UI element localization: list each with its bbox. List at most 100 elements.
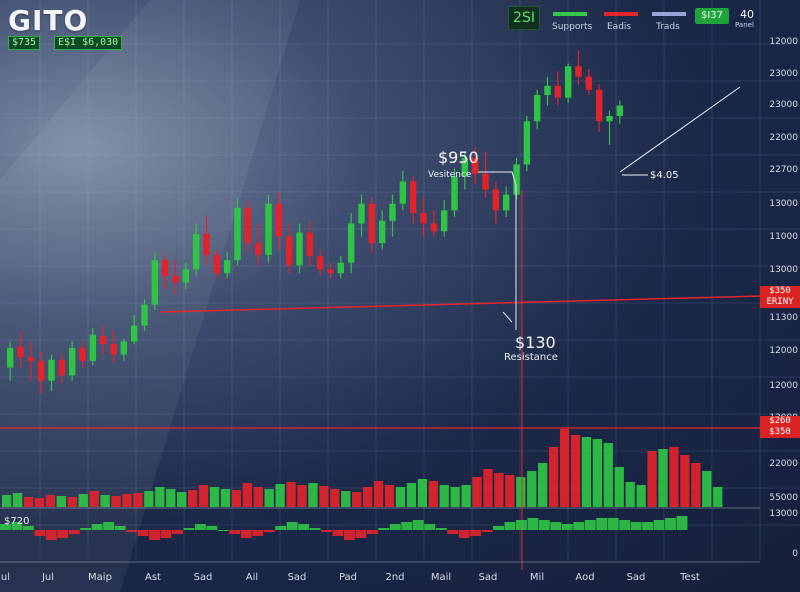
macd-bar	[516, 520, 527, 530]
candle-body	[254, 243, 262, 255]
right-price-label: $4.05	[650, 170, 679, 181]
macd-bar	[126, 530, 138, 532]
volume-bar	[67, 497, 77, 507]
candle-body	[451, 176, 458, 211]
candle-body	[420, 212, 427, 224]
macd-bar	[332, 530, 344, 536]
annotations: $950 Vesitence $130 Resistance $4.05 $72…	[4, 148, 679, 527]
macd-bar	[321, 530, 332, 532]
volume-bar	[472, 477, 482, 507]
volume-bar	[450, 487, 460, 507]
x-tick-label: 2nd	[385, 572, 404, 583]
candle-body	[399, 181, 407, 204]
candle-body	[482, 173, 489, 190]
volume-bar	[647, 451, 657, 507]
volume-bar	[177, 492, 187, 507]
macd-bar	[389, 524, 401, 530]
support-line	[159, 294, 800, 313]
y-tick-label: 13000	[769, 509, 798, 519]
support-price-tag: $350 ERINY	[760, 286, 800, 308]
volume-bar	[713, 487, 723, 507]
volume-bar	[34, 498, 45, 507]
x-axis-labels: Jul Jul Maip Ast Sad Ail Sad Pad 2nd Mail Sad Mil Ao…	[0, 572, 700, 583]
y-tick-label: 0	[792, 549, 798, 559]
candle-body	[368, 203, 376, 244]
candle-body	[17, 346, 24, 358]
volume-bar	[198, 485, 209, 507]
candle-body	[48, 359, 55, 381]
macd-bar	[424, 524, 436, 530]
candle-body	[27, 357, 35, 362]
y-tick-label: 12000	[769, 381, 798, 391]
y-tick-label: 23000	[769, 100, 798, 110]
volume-bar	[45, 495, 56, 507]
macd-bar	[206, 526, 218, 530]
volume-bar	[680, 455, 690, 507]
y-tick-label: 22000	[769, 133, 798, 143]
macd-bar	[607, 518, 619, 530]
candle-body	[358, 203, 365, 224]
legend-label-supports[interactable]: Supports	[552, 22, 593, 32]
macd-bar	[194, 524, 206, 530]
top-right-value: 40	[740, 8, 754, 21]
candle-body	[430, 223, 438, 232]
candle-body	[120, 341, 128, 355]
y-tick-label: 55000	[769, 493, 798, 503]
reference-lines	[0, 86, 800, 570]
y-tick-label: 23000	[769, 69, 798, 79]
lower-price-tag: $260 $350	[760, 416, 800, 438]
volume-bars	[0, 429, 760, 509]
volume-bar	[691, 463, 701, 507]
macd-bar	[401, 522, 413, 530]
macd-bar	[470, 530, 482, 536]
volume-bar	[439, 485, 449, 507]
macd-bar	[458, 530, 470, 538]
volume-bar	[253, 487, 263, 507]
x-tick-label: Maip	[88, 572, 112, 583]
volume-bar	[341, 491, 351, 507]
candle-body	[575, 66, 582, 77]
candle-body	[378, 220, 386, 244]
macd-bar	[57, 530, 69, 538]
candle-body	[554, 85, 562, 98]
macd-bar	[11, 522, 23, 530]
macd-bar	[114, 526, 126, 530]
mid-price-label: $130	[515, 333, 556, 352]
legend-label-eadis[interactable]: Eadis	[607, 22, 632, 32]
volume-bar	[242, 483, 252, 507]
x-tick-label: Mil	[530, 572, 544, 583]
y-tick-label: 22700	[769, 165, 798, 175]
macd-bar	[103, 522, 115, 530]
macd-bar	[286, 522, 298, 530]
legend-label-trads[interactable]: Trads	[656, 22, 680, 32]
macd-bar	[527, 518, 539, 530]
volume-bar	[658, 449, 668, 507]
candle-body	[533, 95, 541, 122]
candle-body	[316, 256, 324, 270]
candle-body	[513, 164, 520, 195]
macd-bar	[183, 528, 195, 530]
legend-swatch-eadis	[604, 12, 638, 16]
candle-body	[161, 260, 169, 276]
y-tick-label: 22000	[769, 459, 798, 469]
macd-bar	[309, 528, 321, 530]
x-tick-label: Jul	[0, 572, 10, 583]
y-tick-label: 13000	[769, 265, 798, 275]
macd-bar	[550, 522, 562, 530]
macd-bar	[172, 530, 183, 534]
volume-bar	[428, 481, 438, 507]
volume-bar	[220, 489, 231, 507]
candle-body	[265, 203, 272, 255]
macd-bar	[676, 516, 688, 530]
macd-bar	[34, 530, 46, 536]
candle-body	[6, 347, 14, 368]
volume-bar	[461, 485, 471, 507]
timeframe-button[interactable]: 2SI	[508, 6, 540, 30]
candle-body	[337, 262, 345, 274]
volume-bar	[406, 483, 417, 507]
action-button[interactable]: $I37	[695, 8, 729, 24]
candle-body	[244, 207, 252, 244]
macd-bar	[412, 520, 424, 530]
volume-bar	[297, 485, 307, 507]
